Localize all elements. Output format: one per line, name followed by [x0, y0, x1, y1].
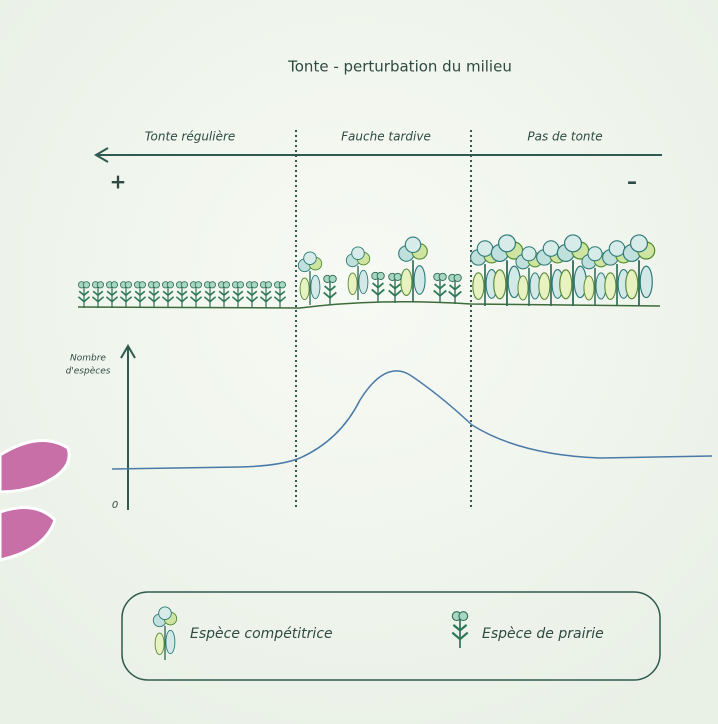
legend-label: Espèce compétitrice: [190, 626, 333, 642]
y-axis-arrow: [120, 344, 136, 359]
gradient-minus: –: [627, 170, 637, 194]
legend-label: Espèce de prairie: [482, 626, 604, 642]
title: Tonte - perturbation du milieu: [287, 58, 512, 76]
y-axis-label: d'espèces: [66, 366, 111, 377]
petal-decoration: [0, 438, 71, 494]
zone-label: Pas de tonte: [527, 130, 602, 144]
y-axis-label: Nombre: [70, 354, 106, 364]
ground-line: [77, 301, 661, 309]
gradient-plus: +: [110, 170, 127, 194]
y-axis-zero: 0: [112, 500, 118, 511]
arrow-head: [94, 147, 109, 163]
petal-decoration: [0, 506, 57, 562]
legend-box: [121, 591, 661, 681]
zone-label: Fauche tardive: [341, 130, 431, 144]
zone-label: Tonte régulière: [145, 130, 236, 144]
species-curve: [111, 370, 713, 470]
